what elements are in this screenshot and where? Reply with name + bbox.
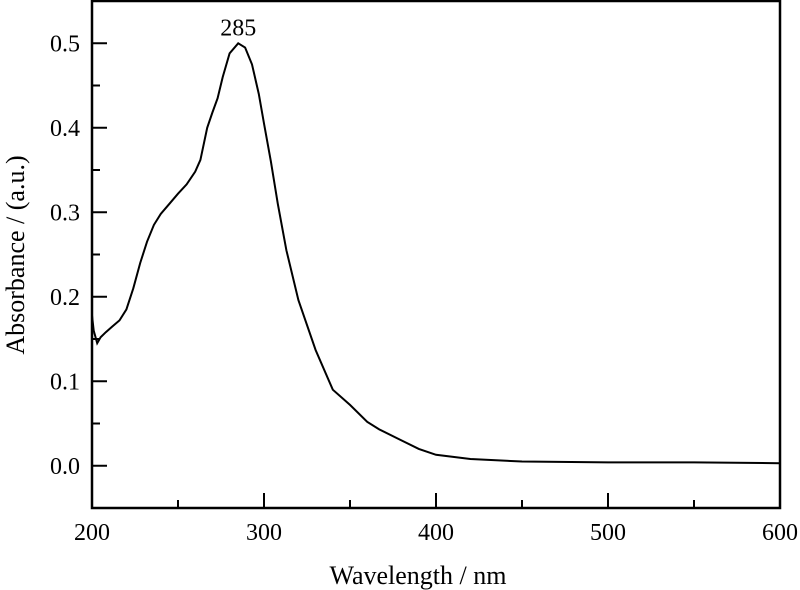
x-tick-label: 400 xyxy=(418,520,454,546)
y-tick-label: 0.1 xyxy=(50,369,80,395)
y-tick-label: 0.3 xyxy=(50,200,80,226)
y-tick-label: 0.4 xyxy=(50,116,80,142)
absorbance-series-line xyxy=(91,42,781,465)
peak-annotation: 285 xyxy=(220,15,256,41)
y-tick-label: 0.2 xyxy=(50,285,80,311)
x-tick-label: 300 xyxy=(246,520,282,546)
x-tick-label: 500 xyxy=(590,520,626,546)
x-tick-label: 200 xyxy=(74,520,110,546)
y-tick-label: 0.5 xyxy=(50,31,80,57)
y-tick-label: 0.0 xyxy=(50,454,80,480)
x-tick-label: 600 xyxy=(762,520,798,546)
y-axis-title: Absorbance / (a.u.) xyxy=(1,155,30,354)
plot-frame xyxy=(90,0,782,510)
x-axis-title: Wavelength / nm xyxy=(330,561,507,590)
